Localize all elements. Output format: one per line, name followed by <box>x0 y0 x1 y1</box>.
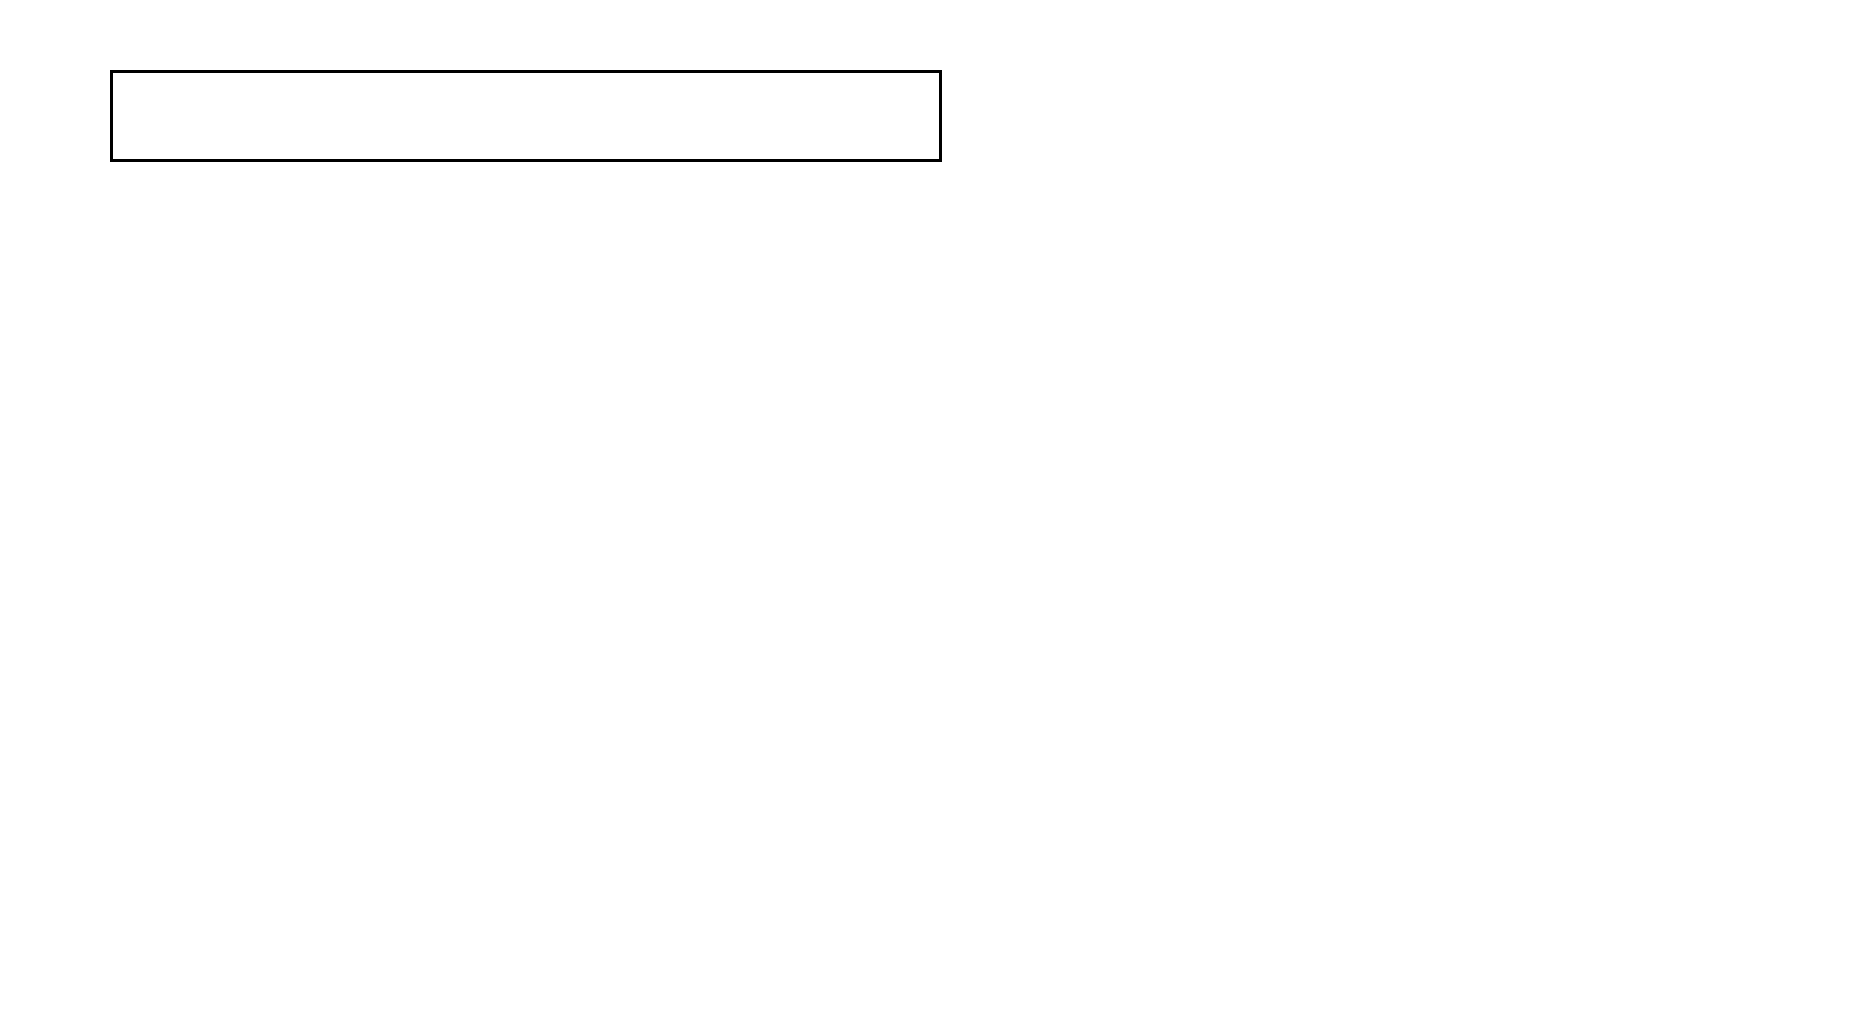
legend-item-machinery <box>112 176 640 195</box>
legend-item-motor-vehicles <box>640 176 712 195</box>
computers-line-swatch <box>112 228 170 233</box>
chart-legend <box>112 176 712 233</box>
legend-item-computers <box>112 214 640 233</box>
all-other-line-swatch <box>640 209 698 214</box>
legend-column-left <box>112 176 640 233</box>
legend-item-all-other <box>640 195 712 214</box>
legend-item-electrical <box>112 195 640 214</box>
chart-title-box <box>110 70 942 162</box>
legend-column-right <box>640 176 712 233</box>
